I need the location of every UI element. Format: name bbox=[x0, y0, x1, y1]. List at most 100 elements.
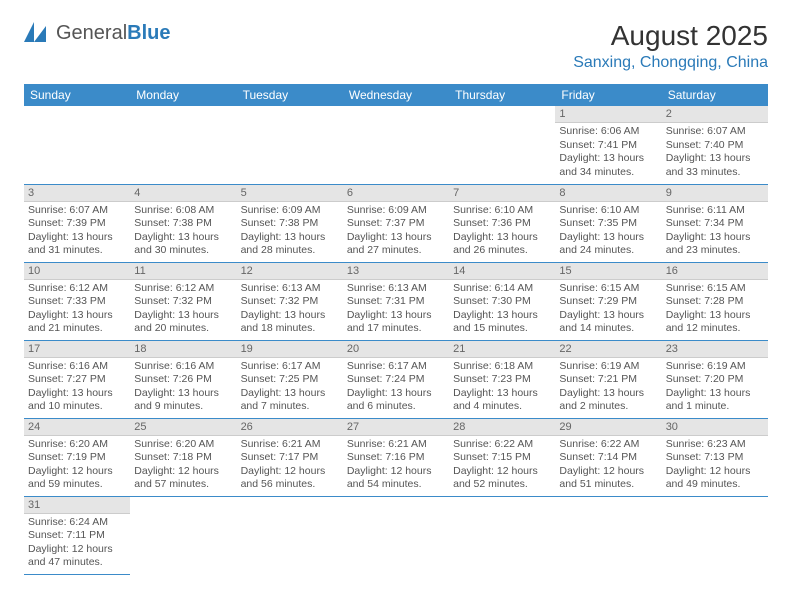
sunrise-text: Sunrise: 6:09 AM bbox=[241, 204, 339, 218]
calendar-day-cell: 21Sunrise: 6:18 AMSunset: 7:23 PMDayligh… bbox=[449, 340, 555, 418]
logo-icon bbox=[24, 20, 52, 47]
calendar-day-cell bbox=[130, 496, 236, 574]
day-number: 30 bbox=[662, 419, 768, 436]
sunrise-text: Sunrise: 6:18 AM bbox=[453, 360, 551, 374]
sunset-text: Sunset: 7:27 PM bbox=[28, 373, 126, 387]
sunset-text: Sunset: 7:32 PM bbox=[241, 295, 339, 309]
daylight-text: Daylight: 12 hours and 52 minutes. bbox=[453, 465, 551, 492]
day-details: Sunrise: 6:23 AMSunset: 7:13 PMDaylight:… bbox=[662, 436, 768, 495]
calendar-day-cell bbox=[662, 496, 768, 574]
calendar-day-cell: 2Sunrise: 6:07 AMSunset: 7:40 PMDaylight… bbox=[662, 106, 768, 184]
day-number: 5 bbox=[237, 185, 343, 202]
daylight-text: Daylight: 13 hours and 10 minutes. bbox=[28, 387, 126, 414]
weekday-header: Friday bbox=[555, 84, 661, 106]
daylight-text: Daylight: 13 hours and 27 minutes. bbox=[347, 231, 445, 258]
sunset-text: Sunset: 7:30 PM bbox=[453, 295, 551, 309]
day-details: Sunrise: 6:21 AMSunset: 7:16 PMDaylight:… bbox=[343, 436, 449, 495]
sunrise-text: Sunrise: 6:09 AM bbox=[347, 204, 445, 218]
month-title: August 2025 bbox=[573, 20, 768, 52]
daylight-text: Daylight: 13 hours and 23 minutes. bbox=[666, 231, 764, 258]
day-number: 4 bbox=[130, 185, 236, 202]
sunrise-text: Sunrise: 6:16 AM bbox=[28, 360, 126, 374]
day-details: Sunrise: 6:13 AMSunset: 7:31 PMDaylight:… bbox=[343, 280, 449, 339]
daylight-text: Daylight: 13 hours and 34 minutes. bbox=[559, 152, 657, 179]
calendar-day-cell: 31Sunrise: 6:24 AMSunset: 7:11 PMDayligh… bbox=[24, 496, 130, 574]
day-details: Sunrise: 6:21 AMSunset: 7:17 PMDaylight:… bbox=[237, 436, 343, 495]
sunrise-text: Sunrise: 6:21 AM bbox=[241, 438, 339, 452]
daylight-text: Daylight: 13 hours and 30 minutes. bbox=[134, 231, 232, 258]
sunrise-text: Sunrise: 6:13 AM bbox=[241, 282, 339, 296]
sunrise-text: Sunrise: 6:17 AM bbox=[347, 360, 445, 374]
weekday-header: Wednesday bbox=[343, 84, 449, 106]
daylight-text: Daylight: 13 hours and 4 minutes. bbox=[453, 387, 551, 414]
day-number: 24 bbox=[24, 419, 130, 436]
sunrise-text: Sunrise: 6:11 AM bbox=[666, 204, 764, 218]
day-details: Sunrise: 6:18 AMSunset: 7:23 PMDaylight:… bbox=[449, 358, 555, 417]
daylight-text: Daylight: 12 hours and 54 minutes. bbox=[347, 465, 445, 492]
daylight-text: Daylight: 13 hours and 31 minutes. bbox=[28, 231, 126, 258]
calendar-day-cell bbox=[130, 106, 236, 184]
day-details: Sunrise: 6:07 AMSunset: 7:39 PMDaylight:… bbox=[24, 202, 130, 261]
day-details: Sunrise: 6:10 AMSunset: 7:36 PMDaylight:… bbox=[449, 202, 555, 261]
day-number: 17 bbox=[24, 341, 130, 358]
day-number: 12 bbox=[237, 263, 343, 280]
sunset-text: Sunset: 7:38 PM bbox=[134, 217, 232, 231]
day-details: Sunrise: 6:22 AMSunset: 7:14 PMDaylight:… bbox=[555, 436, 661, 495]
sunrise-text: Sunrise: 6:20 AM bbox=[134, 438, 232, 452]
calendar-day-cell bbox=[343, 106, 449, 184]
day-number: 23 bbox=[662, 341, 768, 358]
calendar-day-cell: 13Sunrise: 6:13 AMSunset: 7:31 PMDayligh… bbox=[343, 262, 449, 340]
calendar-day-cell: 1Sunrise: 6:06 AMSunset: 7:41 PMDaylight… bbox=[555, 106, 661, 184]
sunrise-text: Sunrise: 6:15 AM bbox=[559, 282, 657, 296]
calendar-day-cell: 12 Sunrise: 6:13 AMSunset: 7:32 PMDayligh… bbox=[237, 262, 343, 340]
day-number: 21 bbox=[449, 341, 555, 358]
day-details: Sunrise: 6:06 AMSunset: 7:41 PMDaylight:… bbox=[555, 123, 661, 182]
calendar-day-cell: 15Sunrise: 6:15 AMSunset: 7:29 PMDayligh… bbox=[555, 262, 661, 340]
daylight-text: Daylight: 13 hours and 9 minutes. bbox=[134, 387, 232, 414]
daylight-text: Daylight: 12 hours and 59 minutes. bbox=[28, 465, 126, 492]
location: Sanxing, Chongqing, China bbox=[573, 54, 768, 72]
sunrise-text: Sunrise: 6:22 AM bbox=[453, 438, 551, 452]
sunrise-text: Sunrise: 6:10 AM bbox=[559, 204, 657, 218]
sunrise-text: Sunrise: 6:08 AM bbox=[134, 204, 232, 218]
sunrise-text: Sunrise: 6:24 AM bbox=[28, 516, 126, 530]
day-details: Sunrise: 6:17 AMSunset: 7:25 PMDaylight:… bbox=[237, 358, 343, 417]
day-details: Sunrise: 6:08 AMSunset: 7:38 PMDaylight:… bbox=[130, 202, 236, 261]
sunset-text: Sunset: 7:31 PM bbox=[347, 295, 445, 309]
daylight-text: Daylight: 13 hours and 21 minutes. bbox=[28, 309, 126, 336]
calendar-day-cell: 5Sunrise: 6:09 AMSunset: 7:38 PMDaylight… bbox=[237, 184, 343, 262]
logo-general: General bbox=[56, 22, 127, 44]
calendar-day-cell: 6Sunrise: 6:09 AMSunset: 7:37 PMDaylight… bbox=[343, 184, 449, 262]
weekday-header: Sunday bbox=[24, 84, 130, 106]
sunset-text: Sunset: 7:37 PM bbox=[347, 217, 445, 231]
calendar-day-cell: 20Sunrise: 6:17 AMSunset: 7:24 PMDayligh… bbox=[343, 340, 449, 418]
sunset-text: Sunset: 7:40 PM bbox=[666, 139, 764, 153]
day-details: Sunrise: 6:12 AMSunset: 7:33 PMDaylight:… bbox=[24, 280, 130, 339]
day-details: Sunrise: 6:20 AMSunset: 7:18 PMDaylight:… bbox=[130, 436, 236, 495]
daylight-text: Daylight: 13 hours and 7 minutes. bbox=[241, 387, 339, 414]
sunset-text: Sunset: 7:13 PM bbox=[666, 451, 764, 465]
header-bar: GeneralBlue August 2025 Sanxing, Chongqi… bbox=[24, 20, 768, 72]
day-details: Sunrise: 6:07 AMSunset: 7:40 PMDaylight:… bbox=[662, 123, 768, 182]
daylight-text: Daylight: 13 hours and 18 minutes. bbox=[241, 309, 339, 336]
sunset-text: Sunset: 7:36 PM bbox=[453, 217, 551, 231]
calendar-day-cell: 28Sunrise: 6:22 AMSunset: 7:15 PMDayligh… bbox=[449, 418, 555, 496]
sunset-text: Sunset: 7:21 PM bbox=[559, 373, 657, 387]
calendar-day-cell: 27Sunrise: 6:21 AMSunset: 7:16 PMDayligh… bbox=[343, 418, 449, 496]
day-number: 10 bbox=[24, 263, 130, 280]
sunrise-text: Sunrise: 6:07 AM bbox=[28, 204, 126, 218]
sunrise-text: Sunrise: 6:19 AM bbox=[666, 360, 764, 374]
calendar-day-cell: 18Sunrise: 6:16 AMSunset: 7:26 PMDayligh… bbox=[130, 340, 236, 418]
day-number: 18 bbox=[130, 341, 236, 358]
day-details: Sunrise: 6:09 AMSunset: 7:37 PMDaylight:… bbox=[343, 202, 449, 261]
sunset-text: Sunset: 7:19 PM bbox=[28, 451, 126, 465]
calendar-day-cell: 7Sunrise: 6:10 AMSunset: 7:36 PMDaylight… bbox=[449, 184, 555, 262]
day-details: Sunrise: 6:15 AMSunset: 7:29 PMDaylight:… bbox=[555, 280, 661, 339]
calendar-day-cell: 23Sunrise: 6:19 AMSunset: 7:20 PMDayligh… bbox=[662, 340, 768, 418]
calendar-day-cell bbox=[449, 106, 555, 184]
calendar-day-cell: 26Sunrise: 6:21 AMSunset: 7:17 PMDayligh… bbox=[237, 418, 343, 496]
daylight-text: Daylight: 13 hours and 17 minutes. bbox=[347, 309, 445, 336]
weekday-header-row: Sunday Monday Tuesday Wednesday Thursday… bbox=[24, 84, 768, 106]
sunrise-text: Sunrise: 6:15 AM bbox=[666, 282, 764, 296]
sunset-text: Sunset: 7:20 PM bbox=[666, 373, 764, 387]
